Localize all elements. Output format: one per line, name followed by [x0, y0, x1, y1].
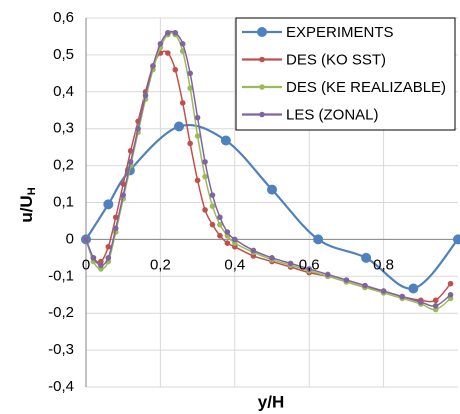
data-point — [202, 159, 208, 165]
y-tick-label: 0 — [66, 230, 74, 247]
y-tick-label: -0,4 — [48, 378, 74, 395]
data-point — [209, 221, 216, 228]
data-point — [220, 135, 231, 146]
data-point — [408, 283, 419, 294]
data-point — [447, 291, 454, 298]
data-point — [112, 214, 119, 221]
data-point — [105, 255, 112, 261]
y-tick-label: 0,5 — [53, 46, 74, 63]
x-tick-label: 0,6 — [299, 256, 320, 273]
plot-area — [81, 29, 460, 313]
legend-swatch-marker — [259, 111, 265, 118]
data-point — [250, 247, 257, 254]
data-point — [209, 192, 216, 198]
labels: -0,4 -0,3 -0,2 -0,1 0 0,1 0,2 0,3 0,4 0,5 0,6 0 0,2 0… — [48, 9, 394, 395]
data-point — [165, 29, 171, 36]
data-point — [380, 288, 387, 294]
x-tick-label: 0,8 — [373, 256, 394, 273]
data-point — [202, 207, 208, 213]
y-tick-label: 0,3 — [53, 120, 74, 137]
x-axis-label: y/H — [258, 392, 284, 411]
legend-box — [235, 17, 456, 131]
data-point — [306, 266, 313, 272]
data-point — [174, 121, 184, 132]
data-point — [224, 229, 231, 235]
data-point — [313, 234, 324, 245]
legend-swatch-marker — [259, 84, 265, 90]
legend-swatch-marker — [257, 27, 267, 37]
y-axis-label-sub: H — [26, 187, 38, 195]
data-point — [165, 50, 171, 56]
data-point — [432, 297, 439, 304]
data-point — [232, 236, 238, 243]
data-point — [361, 252, 372, 263]
data-point — [399, 293, 406, 300]
data-point — [343, 277, 350, 283]
data-point — [202, 173, 208, 180]
data-point — [209, 203, 216, 209]
y-axis-label: u/UH — [17, 187, 37, 222]
data-point — [287, 260, 294, 267]
data-point — [418, 299, 424, 305]
data-point — [217, 232, 223, 239]
legend-swatch-marker — [259, 56, 265, 63]
data-point — [267, 184, 277, 195]
data-point — [157, 41, 164, 47]
data-point — [83, 236, 89, 243]
data-point — [150, 63, 156, 69]
x-tick-label: 0,2 — [150, 256, 171, 273]
data-point — [90, 255, 97, 261]
data-point — [105, 243, 112, 250]
legend-label: LES (ZONAL) — [286, 106, 379, 123]
data-point — [187, 140, 193, 147]
data-point — [135, 125, 141, 132]
data-point — [179, 41, 186, 47]
y-tick-label: -0,3 — [48, 341, 74, 358]
data-point — [194, 114, 201, 121]
grid — [85, 17, 458, 388]
data-point — [453, 234, 460, 245]
data-point — [224, 240, 231, 246]
data-point — [362, 282, 368, 289]
y-tick-label: -0,1 — [48, 267, 74, 284]
y-tick-label: 0,1 — [53, 193, 74, 210]
data-point — [172, 29, 179, 36]
data-point — [217, 214, 223, 221]
data-point — [194, 133, 201, 139]
y-tick-label: -0,2 — [48, 304, 74, 321]
data-point — [325, 271, 331, 278]
x-tick-label: 0,4 — [224, 256, 245, 273]
data-point — [194, 177, 201, 184]
y-axis-label-main: u/U — [17, 195, 36, 222]
data-point — [98, 262, 104, 269]
data-point — [179, 100, 186, 106]
data-point — [217, 221, 223, 228]
legend: EXPERIMENTS DES (KO SST) DES (KE REALIZABL… — [235, 17, 456, 131]
data-point — [120, 192, 126, 198]
data-point — [269, 255, 275, 261]
legend-label: DES (KO SST) — [286, 51, 386, 68]
series-line — [85, 123, 459, 290]
data-point — [187, 70, 193, 77]
data-point — [447, 280, 454, 287]
data-point — [432, 303, 439, 309]
data-point — [112, 225, 119, 232]
legend-label: DES (KE REALIZABLE) — [286, 79, 446, 96]
legend-label: EXPERIMENTS — [286, 24, 394, 41]
x-tick-label: 0 — [82, 256, 90, 273]
data-point — [103, 199, 114, 210]
data-point — [187, 85, 193, 91]
y-tick-label: 0,2 — [53, 157, 74, 174]
data-point — [172, 66, 179, 73]
data-point — [142, 92, 149, 99]
y-tick-label: 0,4 — [53, 83, 74, 100]
y-tick-label: 0,6 — [53, 9, 74, 26]
data-point — [127, 159, 134, 165]
